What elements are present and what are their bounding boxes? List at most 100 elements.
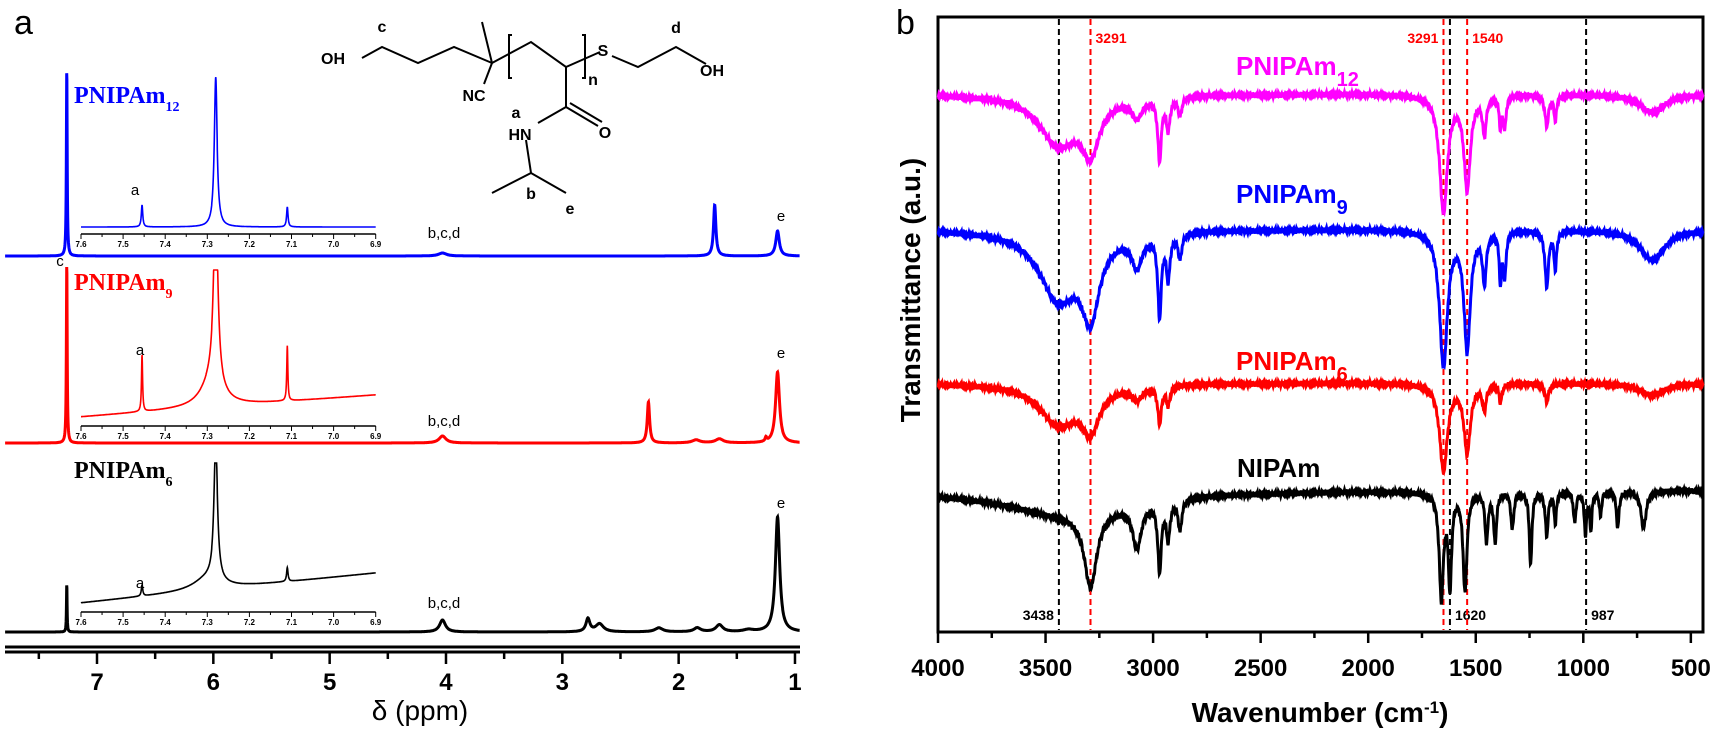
panel-label-a: a: [14, 4, 33, 42]
nmr-x-axis-title: δ (ppm): [372, 695, 468, 726]
axis-tick-label: 2: [672, 669, 685, 696]
inset-tick-label: 6.9: [370, 240, 382, 249]
peak-label-bcd: b,c,d: [428, 225, 461, 242]
ftir-spectrum-line: [936, 86, 1705, 218]
structure-atom-label-oh_left: OH: [321, 51, 345, 68]
axis-tick-label: 2500: [1234, 655, 1287, 682]
ftir-plot-frame: [936, 15, 1705, 634]
series-subscript: 9: [1337, 197, 1348, 219]
peak-label-e: e: [777, 345, 785, 362]
peak-label-a: a: [131, 182, 140, 199]
nmr-spectrum-line: [5, 73, 800, 258]
series-name: NIPAm: [1237, 453, 1320, 483]
inset-tick-label: 7.5: [118, 432, 130, 441]
bond-line: [525, 139, 532, 174]
axis-tick-label: 3500: [1019, 655, 1072, 682]
bond-line: [565, 106, 599, 127]
panel-label-b: b: [896, 4, 915, 42]
nmr-series-label: PNIPAm6: [74, 458, 173, 490]
series-name: PNIPAm: [1236, 346, 1337, 376]
nmr-panel: a OH c NC nSd OH a HN Ob e 7.6 7.5 7.4 7.3 7.2 7.1 7.0…: [5, 4, 802, 726]
series-name: PNIPAm: [74, 458, 166, 484]
bond-line: [483, 62, 493, 85]
series-subscript: 9: [166, 287, 173, 302]
inset-tick-label: 7.6: [75, 618, 87, 627]
bond-line: [481, 21, 493, 64]
peak-label-e: e: [777, 208, 785, 225]
inset-tick-label: 7.6: [75, 240, 87, 249]
axis-tick-label: 3000: [1126, 655, 1179, 682]
inset-tick-label: 7.1: [286, 240, 298, 249]
structure-atom-label-nc: NC: [462, 88, 486, 105]
ftir-spectrum-line: [936, 221, 1705, 370]
structure-atom-label-o: O: [599, 125, 611, 142]
peak-label-bcd: b,c,d: [428, 595, 461, 612]
bond-line: [361, 45, 493, 65]
reference-line-label: 1620: [1455, 607, 1486, 623]
bond-line: [491, 40, 601, 69]
peak-label-bcd: b,c,d: [428, 413, 461, 430]
inset-tick-label: 7.0: [328, 618, 340, 627]
ftir-y-axis-title: Transmittance (a.u.): [895, 158, 926, 423]
nmr-series-label: PNIPAm9: [74, 270, 173, 302]
series-subscript: 12: [166, 100, 180, 115]
inset-tick-label: 7.1: [286, 432, 298, 441]
bond-line: [582, 34, 586, 79]
structure-atom-label-d: d: [671, 20, 681, 37]
series-name: PNIPAm: [74, 270, 166, 296]
axis-tick-label: 2000: [1342, 655, 1395, 682]
inset-tick-label: 7.4: [160, 618, 172, 627]
axis-tick-label: 6: [207, 669, 220, 696]
inset-tick-label: 7.0: [328, 432, 340, 441]
ftir-series-label: PNIPAm12: [1236, 51, 1359, 91]
x-title-sup: -1: [1424, 698, 1439, 717]
inset-spectrum-line: [80, 462, 376, 604]
ftir-x-axis-title: Wavenumber (cm-1): [1192, 697, 1449, 728]
structure-atom-label-hn: HN: [508, 127, 531, 144]
inset-tick-label: 6.9: [370, 618, 382, 627]
series-name: PNIPAm: [1236, 179, 1337, 209]
chemical-structure: OH c NC nSd OH a HN Ob e: [321, 19, 724, 218]
peak-label-e: e: [777, 495, 785, 512]
ftir-series-label: NIPAm: [1237, 453, 1320, 483]
inset-tick-label: 7.3: [202, 240, 214, 249]
nmr-spectrum-line: [5, 266, 800, 445]
series-name: PNIPAm: [74, 83, 166, 109]
series-subscript: 6: [166, 475, 173, 490]
ftir-series-label: PNIPAm9: [1236, 179, 1348, 219]
nmr-spectrum-line: [5, 512, 800, 634]
inset-tick-label: 7.5: [118, 240, 130, 249]
structure-atom-label-oh_right: OH: [700, 63, 724, 80]
axis-tick-label: 1500: [1449, 655, 1502, 682]
reference-line-label: 3438: [1023, 607, 1054, 623]
reference-line-label: 3291: [1407, 30, 1438, 46]
structure-atom-label-n: n: [588, 72, 598, 89]
nmr-series-label: PNIPAm12: [74, 83, 180, 115]
bond-line: [569, 102, 603, 123]
ftir-x-axis: 4000 3500 3000 2500 2000 1500 1000 500: [911, 632, 1711, 682]
nmr-spectra: 7.6 7.5 7.4 7.3 7.2 7.1 7.0 6.9PNIPAm12ab,c,dec…: [5, 73, 800, 634]
inset-tick-label: 7.4: [160, 432, 172, 441]
inset-tick-label: 7.2: [244, 618, 256, 627]
inset-spectrum-line: [81, 77, 376, 228]
x-title-main: Wavenumber (cm: [1192, 697, 1424, 728]
inset-tick-label: 6.9: [370, 432, 382, 441]
peak-label-a: a: [136, 342, 145, 359]
inset-spectrum-line: [81, 269, 376, 418]
axis-tick-label: 500: [1671, 655, 1711, 682]
axis-tick-label: 4000: [911, 655, 964, 682]
ftir-spectrum-line: [936, 483, 1705, 605]
ftir-series-label: PNIPAm6: [1236, 346, 1348, 386]
reference-line-label: 987: [1591, 607, 1615, 623]
solvent-peak-label: c: [56, 253, 64, 270]
series-name: PNIPAm: [1236, 51, 1337, 81]
inset-tick-label: 7.4: [160, 240, 172, 249]
inset-tick-label: 7.2: [244, 240, 256, 249]
inset-tick-label: 7.3: [202, 618, 214, 627]
x-title-end: ): [1439, 697, 1448, 728]
axis-tick-label: 5: [323, 669, 336, 696]
series-subscript: 6: [1337, 364, 1348, 386]
bond-line: [491, 171, 567, 194]
